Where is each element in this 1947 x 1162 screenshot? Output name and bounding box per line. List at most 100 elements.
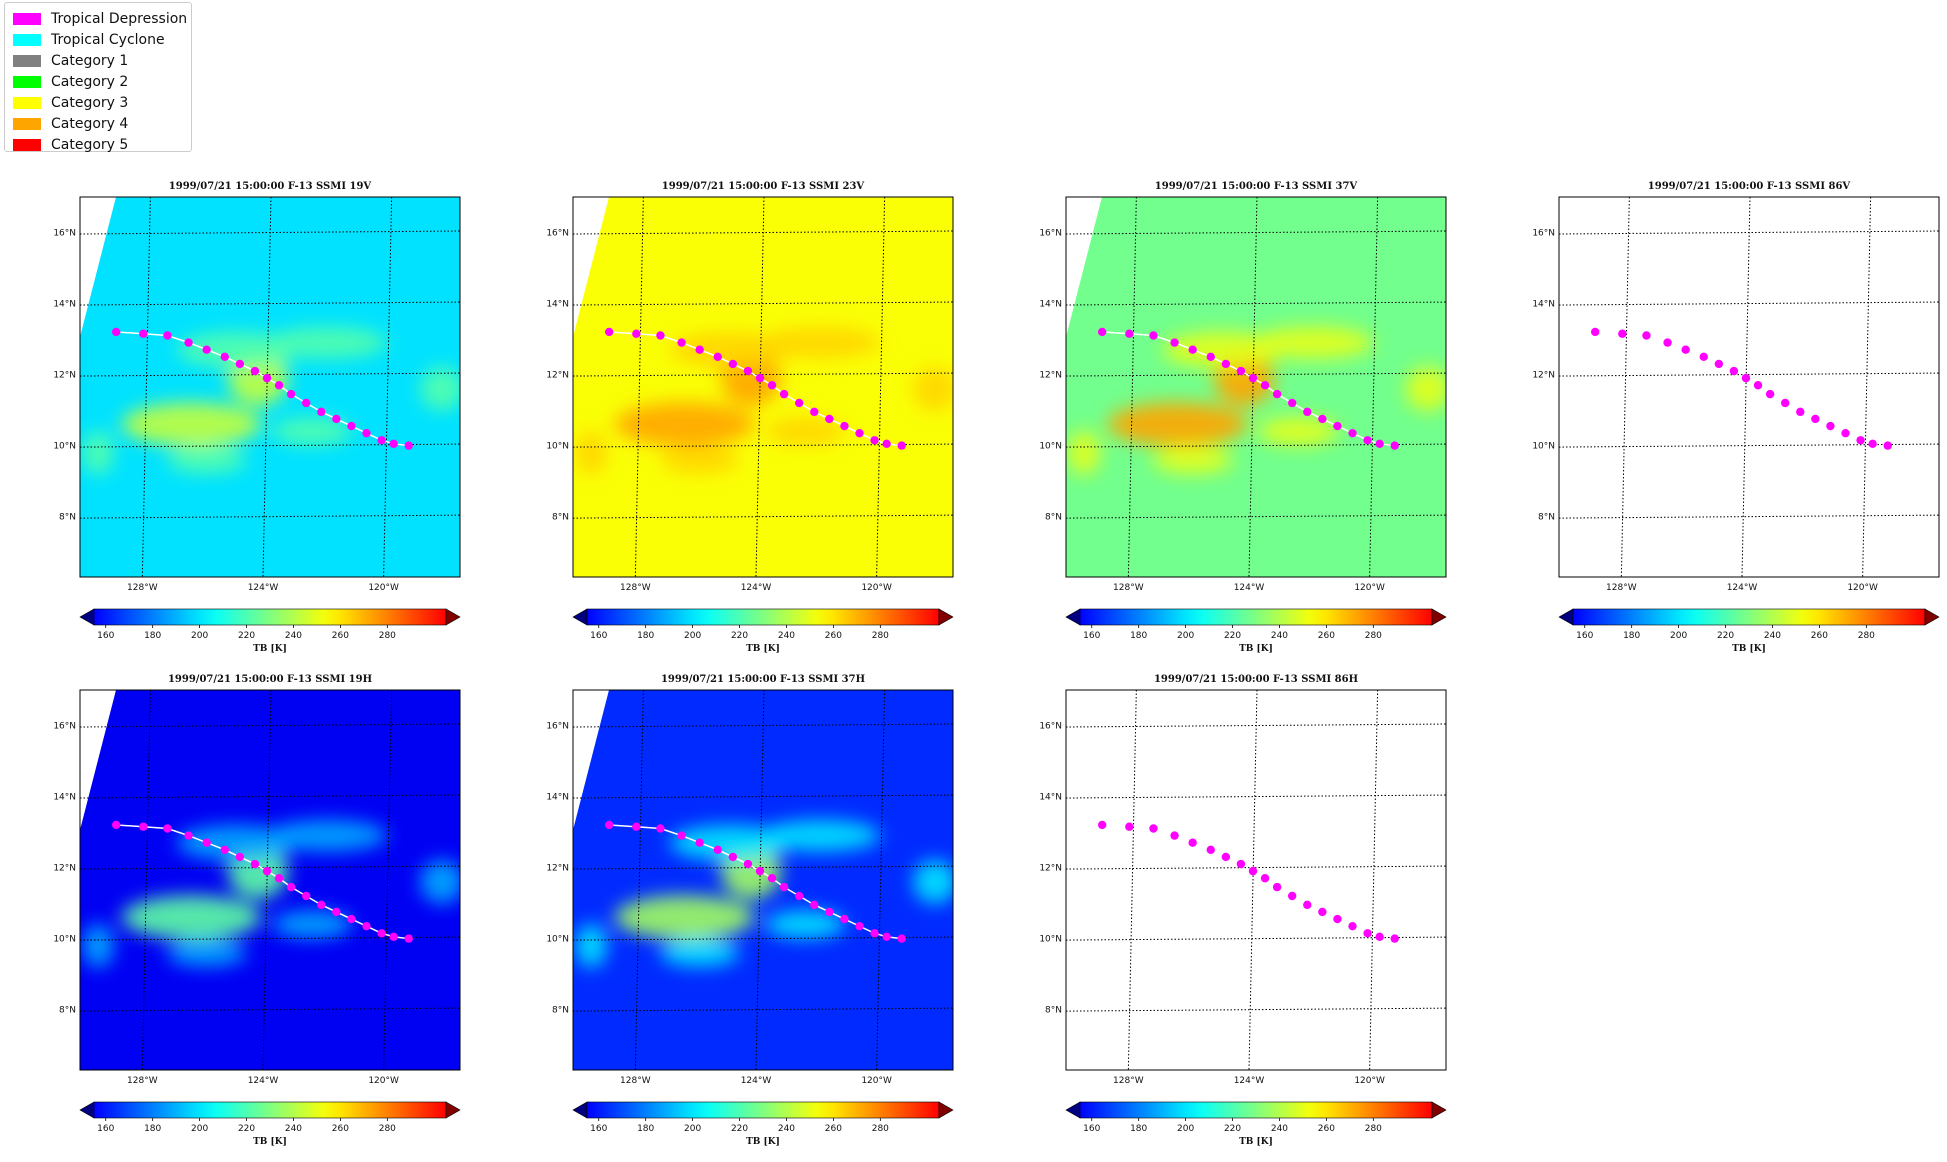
tb-feature xyxy=(1107,402,1248,447)
meridian-line xyxy=(1127,690,1137,1070)
lat-tick-label: 10°N xyxy=(1039,935,1062,945)
meridian-line xyxy=(634,690,644,1070)
track-point xyxy=(1729,366,1739,376)
colorbar: 160 180 200 220 240 260 280 TB [K] xyxy=(1065,608,1447,654)
lat-tick-label: 16°N xyxy=(546,722,569,732)
lon-tick-label: 124°W xyxy=(741,1076,772,1086)
track-point xyxy=(377,436,386,445)
lon-tick-label: 124°W xyxy=(248,1076,279,1086)
tb-feature xyxy=(267,819,388,852)
colorbar-gradient xyxy=(93,608,447,626)
track-point xyxy=(779,882,789,892)
parallel-line xyxy=(573,301,953,306)
track-point xyxy=(1363,436,1372,445)
track-point xyxy=(1663,338,1672,347)
track-point xyxy=(1188,838,1197,847)
lat-tick-label: 14°N xyxy=(1039,793,1062,803)
swath-edge xyxy=(1066,197,1102,337)
track-point xyxy=(728,852,738,862)
lat-tick-label: 10°N xyxy=(546,935,569,945)
track-point xyxy=(755,866,765,876)
track-point xyxy=(1097,327,1107,337)
track-point xyxy=(1236,366,1246,376)
track-point xyxy=(1333,914,1342,924)
graticule xyxy=(80,197,460,577)
track-point xyxy=(779,389,789,399)
lat-tick-label: 10°N xyxy=(53,442,76,452)
track-point xyxy=(1318,414,1327,424)
parallel-line xyxy=(1559,301,1939,306)
legend-swatch xyxy=(13,118,41,130)
colorbar-tick-label: 220 xyxy=(1717,631,1734,641)
track-point xyxy=(404,934,413,943)
lat-tick-label: 16°N xyxy=(53,722,76,732)
legend-swatch xyxy=(13,34,41,46)
tb-feature xyxy=(1258,417,1339,446)
track-point xyxy=(347,914,356,924)
track-point xyxy=(713,352,722,362)
tb-features xyxy=(82,326,460,475)
colorbar-extend-low xyxy=(79,1101,95,1119)
tb-feature xyxy=(614,402,755,447)
track-point xyxy=(404,441,413,450)
legend-item: Category 5 xyxy=(13,135,128,155)
colorbar-tick-label: 180 xyxy=(637,631,654,641)
meridian-line xyxy=(876,690,886,1070)
swath-edge xyxy=(80,690,116,830)
lat-tick-label: 16°N xyxy=(546,229,569,239)
colorbar-extend-high xyxy=(1431,608,1447,626)
legend-label: Tropical Cyclone xyxy=(51,32,165,48)
legend-item: Category 3 xyxy=(13,93,128,113)
parallel-line xyxy=(1066,514,1446,519)
track-point xyxy=(1699,352,1708,362)
colorbar-label: TB [K] xyxy=(746,1137,780,1147)
parallel-line xyxy=(1559,372,1939,377)
meridian-line xyxy=(1248,197,1258,577)
parallel-line xyxy=(80,936,460,941)
track-point xyxy=(1149,331,1158,340)
colorbar-tick-label: 240 xyxy=(778,1124,795,1134)
tb-feature xyxy=(765,417,846,446)
track-point xyxy=(1318,907,1327,917)
colorbar-tick-label: 260 xyxy=(332,1124,349,1134)
lon-tick-label: 120°W xyxy=(1847,583,1878,593)
legend: Tropical Depression Tropical Cyclone Categ… xyxy=(4,2,192,155)
storm-track xyxy=(111,820,413,943)
map-panel: 1999/07/21 15:00:00 F-13 SSMI 37H 16°N 14°… xyxy=(546,674,954,1147)
colorbar-tick-label: 180 xyxy=(1623,631,1640,641)
lat-tick-label: 10°N xyxy=(546,442,569,452)
track-point xyxy=(1221,359,1231,369)
track-point xyxy=(301,398,311,408)
lat-tick-label: 8°N xyxy=(552,513,569,523)
colorbar-extend-low xyxy=(1065,608,1081,626)
map-frame xyxy=(572,196,954,578)
map-panel: 1999/07/21 15:00:00 F-13 SSMI 19V 16°N 14°… xyxy=(53,181,461,654)
tb-features xyxy=(1068,326,1446,475)
panel-title: 1999/07/21 15:00:00 F-13 SSMI 23V xyxy=(662,181,865,192)
colorbar-extend-low xyxy=(1065,1101,1081,1119)
tb-field xyxy=(80,197,460,577)
tb-features xyxy=(575,819,953,968)
lat-tick-label: 8°N xyxy=(552,1006,569,1016)
tb-feature xyxy=(575,923,608,968)
tb-feature xyxy=(121,895,262,940)
colorbar-extend-high xyxy=(445,1101,461,1119)
lat-tick-label: 12°N xyxy=(546,371,569,381)
colorbar: 160 180 200 220 240 260 280 TB [K] xyxy=(79,608,461,654)
graticule xyxy=(1559,197,1939,577)
track-point xyxy=(262,373,272,383)
colorbar: 160 180 200 220 240 260 280 TB [K] xyxy=(1065,1101,1447,1147)
track-point xyxy=(1303,900,1312,910)
meridian-line xyxy=(141,197,151,577)
panel-title: 1999/07/21 15:00:00 F-13 SSMI 86H xyxy=(1154,674,1358,685)
track-point xyxy=(1260,381,1270,390)
colorbar-tick-label: 200 xyxy=(1670,631,1687,641)
map-frame xyxy=(1065,689,1447,1071)
colorbar-tick-label: 260 xyxy=(825,1124,842,1134)
lon-tick-label: 120°W xyxy=(861,1076,892,1086)
colorbar-tick-label: 220 xyxy=(1224,631,1241,641)
track-point xyxy=(202,838,211,847)
legend-item: Category 4 xyxy=(13,114,128,134)
track-point xyxy=(794,891,804,901)
meridian-line xyxy=(1741,197,1751,577)
